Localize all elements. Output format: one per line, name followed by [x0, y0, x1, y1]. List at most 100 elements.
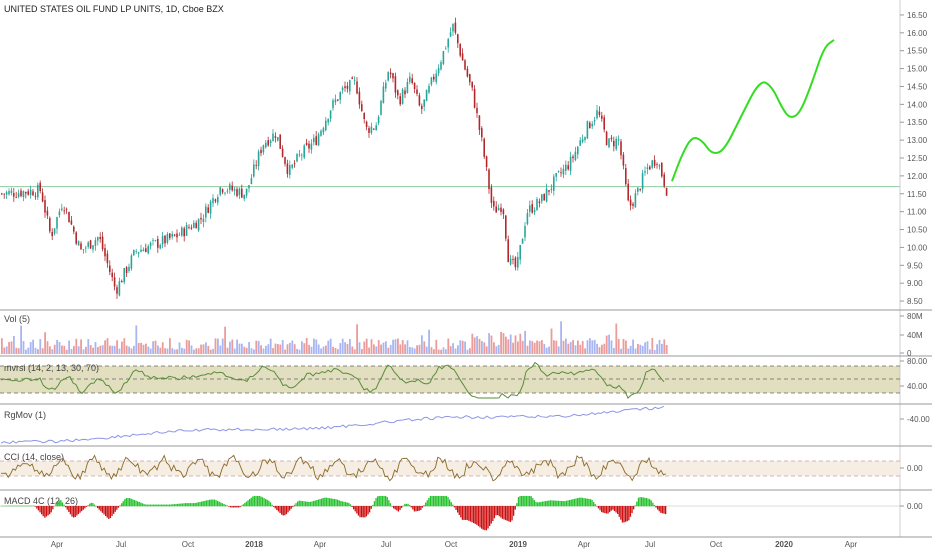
volume-bar: [560, 321, 562, 354]
candle-body: [447, 39, 449, 48]
macd-bar: [349, 504, 352, 507]
macd-bar: [322, 498, 324, 507]
macd-bar: [607, 506, 609, 514]
candle-body: [526, 213, 529, 225]
candle-body: [164, 235, 166, 244]
macd-bar: [585, 498, 587, 507]
macd-bar: [239, 506, 241, 508]
volume-bar: [152, 341, 154, 354]
macd-bar: [23, 505, 25, 507]
macd-bar: [81, 506, 83, 512]
macd-bar: [353, 506, 355, 510]
volume-bar: [440, 349, 442, 354]
candle-body: [236, 189, 238, 197]
volume-bar: [279, 344, 282, 354]
volume-bar: [464, 341, 466, 354]
macd-bar: [617, 506, 619, 514]
macd-bar: [138, 501, 140, 507]
candle-body: [608, 138, 610, 148]
candle-body: [497, 208, 500, 211]
volume-bar: [305, 338, 308, 354]
candle-body: [32, 191, 34, 196]
candle-body: [661, 162, 663, 177]
macd-bar: [36, 506, 38, 509]
volume-bar: [481, 341, 483, 354]
volume-bar: [346, 343, 349, 354]
volume-bar: [411, 347, 414, 354]
volume-bar: [169, 338, 171, 354]
volume-bar: [325, 345, 327, 354]
candle-body: [133, 249, 135, 256]
volume-bar: [128, 346, 130, 354]
macd-bar: [599, 506, 601, 511]
macd-bar: [324, 497, 326, 507]
candle-body: [161, 236, 164, 245]
candle-body: [289, 165, 291, 176]
macd-bar: [258, 496, 260, 507]
macd-bar: [165, 504, 168, 507]
volume-bar: [116, 340, 118, 354]
volume-bar: [113, 345, 116, 354]
macd-bar: [50, 506, 52, 513]
volume-bar: [298, 349, 301, 354]
volume-bar: [344, 342, 346, 354]
volume-bar: [447, 338, 450, 354]
macd-bar: [117, 506, 120, 508]
macd-bar: [449, 499, 451, 507]
candle-body: [454, 22, 457, 33]
price-tick-label: 10.50: [907, 226, 928, 235]
candle-body: [610, 137, 613, 140]
macd-bar: [149, 504, 152, 507]
macd-bar: [620, 506, 622, 520]
macd-bar: [505, 506, 507, 521]
macd-bar: [313, 500, 315, 507]
macd-bar: [113, 506, 115, 514]
candle-body: [536, 198, 538, 211]
macd-bar: [281, 506, 283, 515]
macd-bar: [423, 505, 425, 507]
volume-bar: [281, 340, 284, 354]
macd-bar: [546, 500, 548, 507]
volume-bar: [454, 348, 457, 354]
volume-bar: [219, 345, 222, 354]
candle-body: [166, 233, 169, 243]
volume-bar: [634, 348, 637, 354]
volume-bar: [82, 349, 85, 354]
volume-bar: [89, 345, 92, 354]
macd-bar: [351, 506, 353, 508]
candle-body: [272, 133, 274, 142]
macd-bar: [468, 506, 470, 521]
candle-body: [428, 85, 430, 93]
macd-bar: [68, 506, 70, 512]
macd-bar: [69, 506, 72, 515]
macd-bar: [261, 497, 264, 507]
macd-bar: [401, 506, 403, 508]
candle-body: [478, 115, 481, 130]
volume-bar: [625, 340, 627, 354]
volume-bar: [565, 338, 567, 354]
candle-body: [221, 189, 224, 193]
candle-body: [459, 44, 461, 56]
volume-bar: [526, 345, 529, 354]
price-tick-label: 14.00: [907, 100, 928, 109]
macd-bar: [250, 497, 252, 507]
candle-body: [185, 225, 188, 236]
macd-bar: [511, 506, 513, 521]
candle-body: [10, 190, 13, 193]
macd-bar: [615, 506, 617, 513]
candle-body: [157, 238, 159, 248]
time-axis-label: Apr: [845, 540, 858, 549]
volume-bar: [58, 341, 61, 354]
macd-bar: [268, 500, 270, 507]
macd-bar: [642, 497, 644, 507]
volume-bar: [1, 338, 3, 354]
volume-bar: [581, 341, 584, 354]
volume-bar: [435, 339, 438, 354]
macd-bar: [461, 506, 464, 520]
volume-bar: [94, 342, 97, 354]
volume-bar: [593, 339, 596, 354]
macd-bar: [657, 506, 659, 510]
macd-bar: [465, 506, 467, 520]
volume-bar: [178, 342, 181, 354]
